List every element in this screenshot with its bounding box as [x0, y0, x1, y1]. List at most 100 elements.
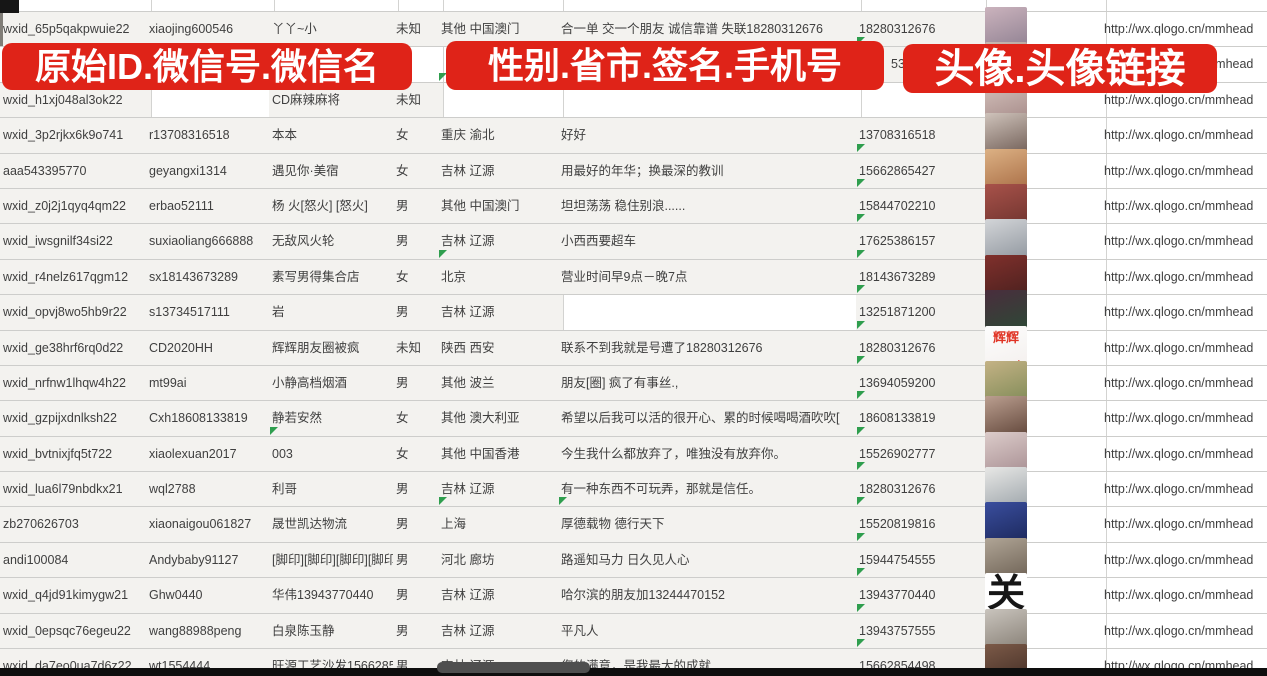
cell-gender[interactable]: 男	[393, 365, 444, 401]
cell-wxid[interactable]: wxid_gzpijxdnlksh22	[0, 401, 152, 436]
cell-signature[interactable]: 今生我什么都放弃了，唯独没有放弃你。	[558, 436, 862, 472]
cell-avatar[interactable]	[981, 467, 1107, 512]
cell-gender[interactable]: 女	[393, 118, 444, 153]
cell-gender[interactable]: 男	[393, 295, 444, 330]
cell-province[interactable]: 吉林 辽源	[438, 578, 564, 613]
cell-avatar-link[interactable]: http://wx.qlogo.cn/mmhead	[1104, 375, 1254, 390]
cell-signature[interactable]: 营业时间早9点－晚7点	[558, 259, 862, 295]
cell-province[interactable]: 河北 廊坊	[438, 542, 564, 578]
cell-signature[interactable]: 合一单 交一个朋友 诚信靠谱 失联18280312676	[558, 12, 862, 47]
cell-phone[interactable]: 17625386157	[856, 224, 987, 259]
cell-phone[interactable]: 15662865427	[856, 153, 987, 188]
cell-wxid[interactable]: wxid_nrfnw1lhqw4h22	[0, 365, 152, 401]
cell-gender[interactable]	[393, 47, 444, 82]
cell-gender[interactable]: 未知	[393, 12, 444, 47]
cell-gender[interactable]: 男	[393, 472, 444, 507]
cell-province[interactable]: 上海	[438, 507, 564, 542]
cell-province[interactable]: 吉林 辽源	[438, 613, 564, 649]
cell-avatar[interactable]	[981, 0, 1107, 11]
cell-signature[interactable]: 坦坦荡荡 稳住别浪......	[558, 188, 862, 224]
cell-signature[interactable]: 朋友[圈] 疯了有事丝.,	[558, 365, 862, 401]
cell-avatar[interactable]: 辉辉I♥	[981, 325, 1107, 370]
cell-signature[interactable]	[558, 0, 862, 11]
cell-signature[interactable]: 路遥知马力 日久见人心	[558, 542, 862, 578]
cell-avatar[interactable]	[981, 219, 1107, 264]
cell-name[interactable]: 晟世凯达物流	[269, 507, 399, 542]
cell-name[interactable]: 白泉陈玉静	[269, 613, 399, 649]
cell-avatar-link[interactable]: http://wx.qlogo.cn/mmhead	[1104, 446, 1254, 461]
cell-avatar-link[interactable]: http://wx.qlogo.cn/mmhead	[1104, 340, 1254, 355]
cell-avatar[interactable]	[981, 396, 1107, 441]
cell-wxid[interactable]: aaa543395770	[0, 153, 152, 188]
cell-signature[interactable]	[558, 82, 862, 118]
cell-account[interactable]: wang88988peng	[146, 613, 275, 649]
cell-account[interactable]: suxiaoliang666888	[146, 224, 275, 259]
cell-avatar-link[interactable]: http://wx.qlogo.cn/mmhead	[1104, 588, 1254, 603]
cell-province[interactable]: 其他 中国澳门	[438, 12, 564, 47]
cell-wxid[interactable]: wxid_65p5qakpwuie22	[0, 12, 152, 47]
cell-phone[interactable]: 18608133819	[856, 401, 987, 436]
cell-gender[interactable]	[393, 0, 444, 11]
cell-phone[interactable]	[856, 0, 987, 11]
cell-avatar-link[interactable]	[1101, 0, 1267, 11]
cell-wxid[interactable]: wxid_0epsqc76egeu22	[0, 613, 152, 649]
cell-name[interactable]: 小静高档烟酒	[269, 365, 399, 401]
cell-phone[interactable]: 18280312676	[856, 330, 987, 365]
cell-province[interactable]: 北京	[438, 259, 564, 295]
cell-account[interactable]: xiaolexuan2017	[146, 436, 275, 472]
cell-avatar[interactable]	[981, 148, 1107, 193]
cell-gender[interactable]: 男	[393, 224, 444, 259]
cell-gender[interactable]: 男	[393, 613, 444, 649]
cell-gender[interactable]: 女	[393, 259, 444, 295]
cell-phone[interactable]: 13943770440	[856, 578, 987, 613]
cell-avatar-link[interactable]: http://wx.qlogo.cn/mmhead	[1104, 92, 1254, 107]
cell-phone[interactable]: 18280312676	[856, 12, 987, 47]
cell-province[interactable]: 其他 中国澳门	[438, 188, 564, 224]
cell-avatar[interactable]	[981, 360, 1107, 405]
cell-phone[interactable]: 15526902777	[856, 436, 987, 472]
cell-phone[interactable]: 13943757555	[856, 613, 987, 649]
cell-account[interactable]: s13734517111	[146, 295, 275, 330]
cell-phone[interactable]: 15520819816	[856, 507, 987, 542]
cell-wxid[interactable]: wxid_3p2rjkx6k9o741	[0, 118, 152, 153]
cell-phone[interactable]: 13251871200	[856, 295, 987, 330]
cell-gender[interactable]: 男	[393, 507, 444, 542]
cell-wxid[interactable]: wxid_iwsgnilf34si22	[0, 224, 152, 259]
cell-gender[interactable]: 女	[393, 153, 444, 188]
cell-wxid[interactable]: andi100084	[0, 542, 152, 578]
cell-phone[interactable]: 13708316518	[856, 118, 987, 153]
cell-account[interactable]: xiaojing600546	[146, 12, 275, 47]
cell-avatar[interactable]	[981, 254, 1107, 299]
horizontal-scrollbar-track[interactable]	[0, 668, 1267, 676]
cell-province[interactable]: 吉林 辽源	[438, 472, 564, 507]
cell-signature[interactable]: 用最好的年华；换最深的教训	[558, 153, 862, 188]
cell-signature[interactable]: 厚德载物 德行天下	[558, 507, 862, 542]
cell-account[interactable]: xiaonaigou061827	[146, 507, 275, 542]
cell-wxid[interactable]: zb270626703	[0, 507, 152, 542]
cell-account[interactable]: Andybaby91127	[146, 542, 275, 578]
cell-province[interactable]: 吉林 辽源	[438, 295, 564, 330]
cell-signature[interactable]: 小西西要超车	[558, 224, 862, 259]
horizontal-scrollbar-thumb[interactable]	[437, 662, 590, 673]
cell-name[interactable]: 杨 火[怒火] [怒火]	[269, 188, 399, 224]
cell-province[interactable]: 其他 澳大利亚	[438, 401, 564, 436]
cell-province[interactable]: 其他 波兰	[438, 365, 564, 401]
cell-signature[interactable]: 平凡人	[558, 613, 862, 649]
cell-province[interactable]	[438, 82, 564, 118]
cell-gender[interactable]: 男	[393, 188, 444, 224]
cell-account[interactable]: erbao52111	[146, 188, 275, 224]
cell-gender[interactable]: 男	[393, 578, 444, 613]
cell-name[interactable]: 利哥	[269, 472, 399, 507]
cell-avatar-link[interactable]: http://wx.qlogo.cn/mmhead	[1104, 163, 1254, 178]
cell-avatar-link[interactable]: http://wx.qlogo.cn/mmhead	[1104, 22, 1254, 36]
cell-wxid[interactable]: wxid_bvtnixjfq5t722	[0, 436, 152, 472]
cell-avatar[interactable]	[981, 608, 1107, 653]
cell-name[interactable]: 003	[269, 436, 399, 472]
cell-name[interactable]: 无敌风火轮	[269, 224, 399, 259]
cell-avatar-link[interactable]: http://wx.qlogo.cn/mmhead	[1104, 517, 1254, 532]
cell-avatar-link[interactable]: http://wx.qlogo.cn/mmhead	[1104, 623, 1254, 638]
cell-account[interactable]: geyangxi1314	[146, 153, 275, 188]
cell-province[interactable]	[438, 0, 564, 11]
cell-province[interactable]: 吉林 辽源	[438, 224, 564, 259]
cell-signature[interactable]: 好好	[558, 118, 862, 153]
